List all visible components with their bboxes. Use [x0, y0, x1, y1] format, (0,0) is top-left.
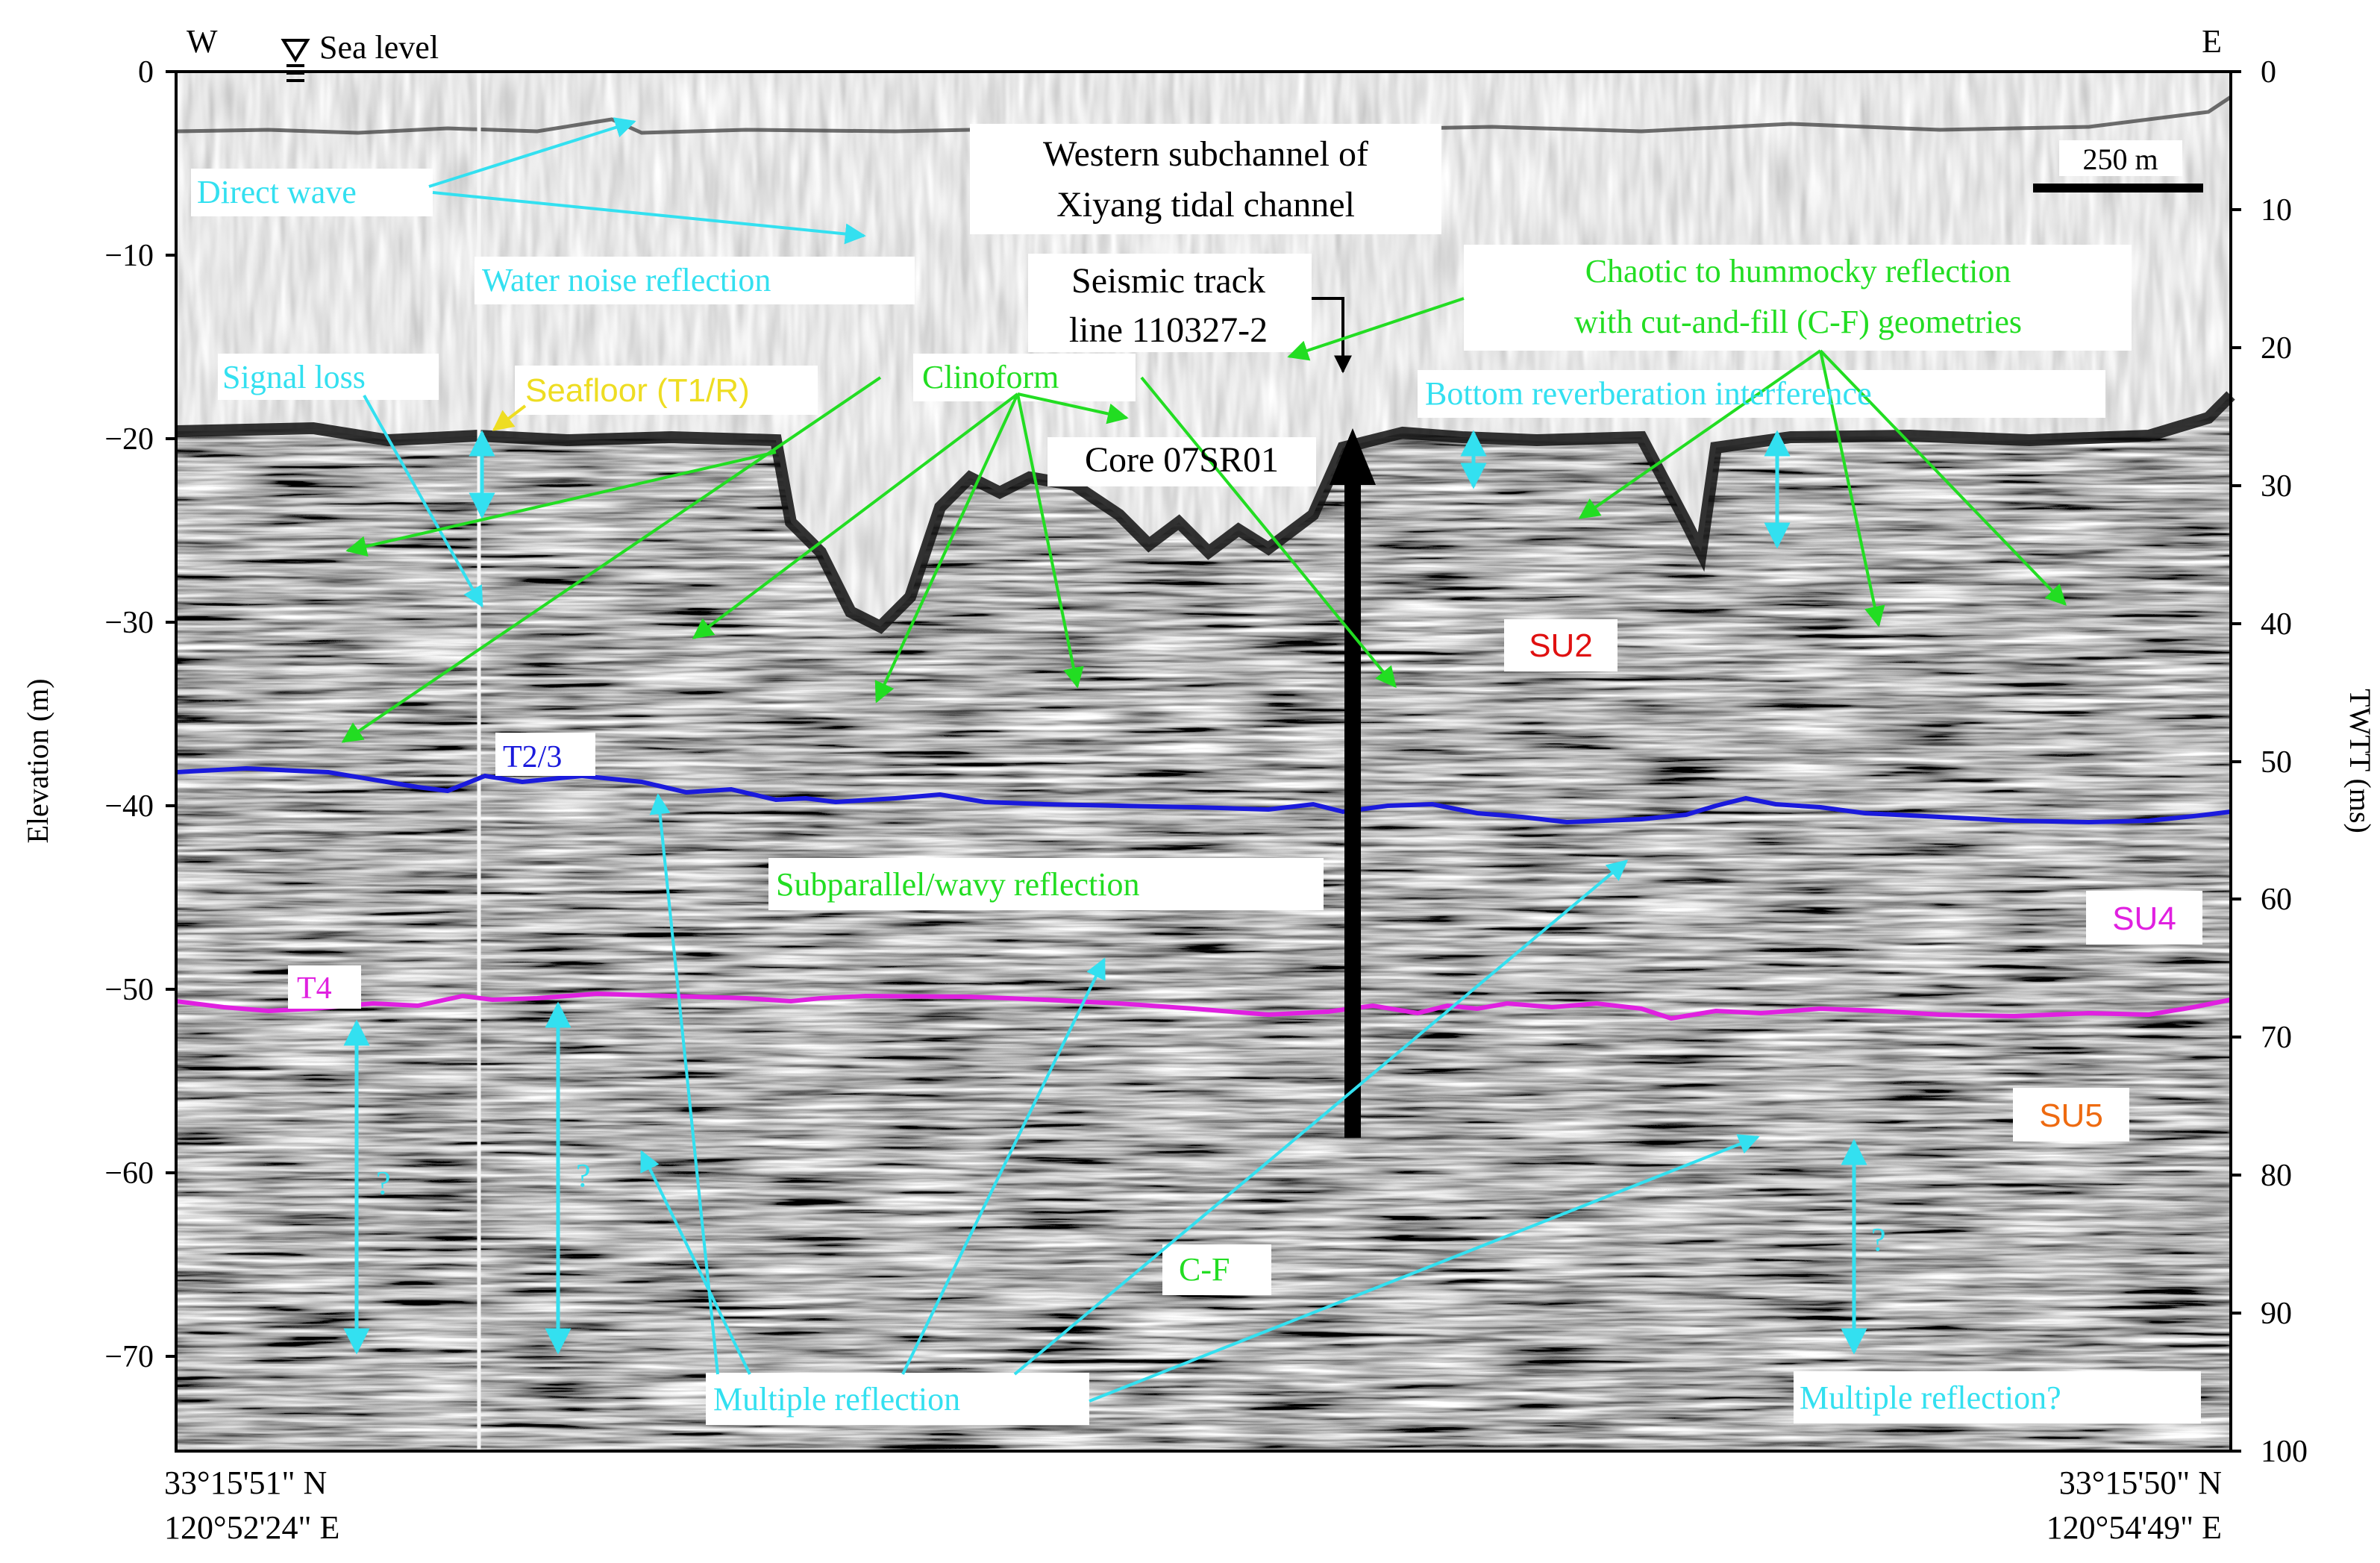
green-arrows	[341, 297, 2067, 743]
core-marker	[1330, 428, 1376, 1138]
right-axis-label: TWTT (ms)	[2343, 689, 2377, 833]
right-tick-label: 40	[2261, 607, 2292, 642]
cyan-double-arrows	[343, 430, 1867, 1355]
right-longitude: 120°54'49" E	[2047, 1509, 2222, 1546]
right-tick-label: 0	[2261, 55, 2276, 90]
label-boxes	[191, 124, 2202, 1425]
left-tick-label: −50	[104, 973, 154, 1007]
left-tick-label: −60	[104, 1156, 154, 1191]
west-label: W	[187, 23, 218, 60]
right-tick-label: 50	[2261, 745, 2292, 780]
right-tick-label: 60	[2261, 883, 2292, 917]
sea-level-label: Sea level	[319, 29, 439, 66]
seafloor-reflector	[175, 391, 2235, 634]
horizon-t2-3	[175, 765, 2232, 825]
water-noise-label: Water noise reflection	[482, 262, 771, 298]
right-tick-label: 100	[2261, 1435, 2308, 1469]
left-tick-label: −10	[104, 239, 154, 273]
sea-level-icon	[281, 39, 310, 82]
right-tick-label: 20	[2261, 331, 2292, 366]
scale-bar	[2033, 184, 2203, 192]
clinoform-label: Clinoform	[922, 359, 1059, 395]
multiple-reflection-label: Multiple reflection	[713, 1381, 960, 1418]
scale-bar-label: 250 m	[2082, 142, 2158, 176]
left-axis	[166, 70, 176, 1358]
t23-label: T2/3	[503, 740, 562, 774]
seismic-track-marker	[1310, 297, 1352, 374]
track-label-line1: Seismic track	[1071, 261, 1265, 301]
bottom-reverb-label: Bottom reverberation interference	[1425, 375, 1872, 412]
track-label-line2: line 110327-2	[1069, 310, 1268, 350]
right-tick-label: 10	[2261, 193, 2292, 228]
left-tick-label: −70	[104, 1340, 154, 1374]
direct-wave-label: Direct wave	[197, 174, 357, 210]
right-tick-label: 70	[2261, 1021, 2292, 1055]
left-axis-label: Elevation (m)	[21, 678, 54, 843]
core-label: Core 07SR01	[1085, 440, 1279, 480]
cyan-arrows	[363, 117, 1760, 1403]
question-mark-1: ?	[376, 1165, 391, 1201]
channel-label-line1: Western subchannel of	[1043, 134, 1368, 174]
right-axis	[2231, 70, 2241, 1453]
seafloor-label: Seafloor (T1/R)	[525, 372, 750, 409]
left-tick-label: −40	[104, 789, 154, 824]
east-label: E	[2202, 23, 2222, 60]
chaotic-label-line2: with cut-and-fill (C-F) geometries	[1574, 304, 2022, 340]
subparallel-label: Subparallel/wavy reflection	[776, 866, 1139, 903]
left-latitude: 33°15'51" N	[164, 1465, 327, 1501]
left-longitude: 120°52'24" E	[164, 1509, 339, 1546]
horizon-t4	[175, 991, 2232, 1021]
question-mark-2: ?	[576, 1157, 591, 1194]
right-tick-label: 80	[2261, 1159, 2292, 1193]
right-tick-label: 30	[2261, 469, 2292, 504]
left-tick-label: −20	[104, 422, 154, 457]
su2-label: SU2	[1529, 627, 1593, 664]
channel-label-line2: Xiyang tidal channel	[1056, 185, 1355, 225]
su4-label: SU4	[2112, 900, 2176, 937]
right-tick-label: 90	[2261, 1297, 2292, 1331]
left-tick-label: −30	[104, 606, 154, 640]
cf-label: C-F	[1179, 1251, 1230, 1288]
question-mark-3: ?	[1871, 1221, 1886, 1258]
seafloor-arrow	[492, 404, 527, 431]
chaotic-label-line1: Chaotic to hummocky reflection	[1585, 253, 2011, 289]
su5-label: SU5	[2039, 1097, 2103, 1134]
left-tick-label: 0	[138, 55, 154, 90]
signal-loss-label: Signal loss	[222, 359, 366, 395]
right-latitude: 33°15'50" N	[2059, 1465, 2222, 1501]
t4-label: T4	[297, 971, 332, 1006]
multiple-reflection-q-label: Multiple reflection?	[1800, 1379, 2061, 1416]
